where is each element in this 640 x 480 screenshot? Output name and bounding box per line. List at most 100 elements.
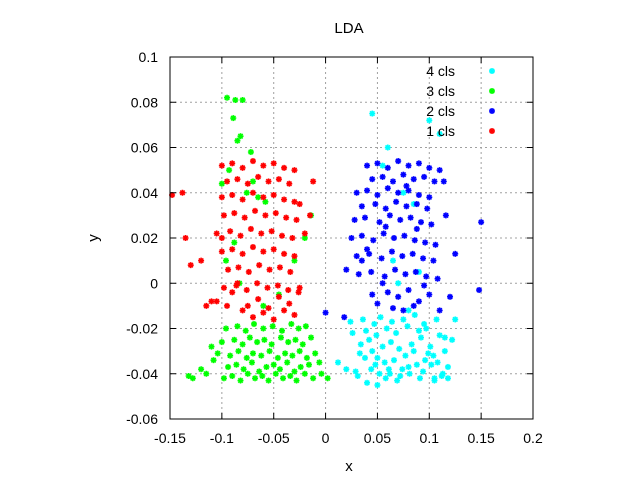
data-point [384, 289, 391, 296]
data-point [203, 302, 210, 309]
data-point [395, 280, 402, 287]
data-point [185, 373, 192, 380]
data-point [364, 162, 371, 169]
data-point [447, 293, 454, 300]
data-point [265, 305, 272, 312]
legend-marker [489, 68, 495, 74]
data-point [363, 327, 370, 334]
data-point [262, 212, 269, 219]
x-tick-label: -0.05 [258, 430, 290, 446]
legend-marker [489, 88, 495, 94]
data-point [252, 207, 259, 214]
data-point [444, 375, 451, 382]
data-point [260, 248, 267, 255]
data-point [434, 275, 441, 282]
data-point [358, 203, 365, 210]
data-point [229, 192, 236, 199]
data-point [423, 273, 430, 280]
legend-label: 2 cls [426, 103, 455, 119]
data-point [260, 194, 267, 201]
data-point [268, 341, 275, 348]
data-point [281, 164, 288, 171]
data-point [295, 325, 302, 332]
data-point [260, 309, 267, 316]
data-point [275, 293, 282, 300]
data-point [244, 180, 251, 187]
data-point [412, 268, 419, 275]
data-point [379, 280, 386, 287]
data-point [386, 370, 393, 377]
data-point [415, 298, 422, 305]
data-point [203, 370, 210, 377]
data-point [436, 332, 443, 339]
data-point [302, 323, 309, 330]
data-point [213, 230, 220, 237]
data-point [413, 201, 420, 208]
data-point [291, 257, 298, 264]
data-point [231, 239, 238, 246]
data-point [249, 178, 256, 185]
x-tick-label: 0.15 [468, 430, 495, 446]
data-point [436, 307, 443, 314]
data-point [231, 210, 238, 217]
data-point [291, 167, 298, 174]
x-tick-label: 0.1 [420, 430, 440, 446]
data-point [373, 332, 380, 339]
data-point [261, 336, 268, 343]
data-point [384, 144, 391, 151]
data-point [258, 230, 265, 237]
data-point [341, 314, 348, 321]
data-point [274, 282, 281, 289]
y-tick-label: 0.04 [131, 185, 158, 201]
data-point [382, 375, 389, 382]
data-point [400, 171, 407, 178]
data-point [389, 178, 396, 185]
data-point [239, 96, 246, 103]
data-point [361, 214, 368, 221]
data-point [260, 325, 267, 332]
data-point [249, 189, 256, 196]
data-point [274, 354, 281, 361]
data-point [281, 307, 288, 314]
data-point [282, 350, 289, 357]
data-point [433, 316, 440, 323]
data-point [295, 289, 302, 296]
data-point [268, 228, 275, 235]
data-point [229, 246, 236, 253]
data-point [244, 302, 251, 309]
data-point [244, 370, 251, 377]
data-point [426, 194, 433, 201]
data-point [404, 323, 411, 330]
data-point [476, 287, 483, 294]
data-point [392, 266, 399, 273]
data-point [377, 314, 384, 321]
data-point [427, 343, 434, 350]
data-point [395, 158, 402, 165]
data-point [374, 354, 381, 361]
data-point [266, 348, 273, 355]
data-point [381, 359, 388, 366]
data-point [366, 336, 373, 343]
data-point [247, 149, 254, 156]
data-point [405, 187, 412, 194]
data-point [225, 363, 232, 370]
data-point [417, 219, 424, 226]
series-2-cls [322, 158, 485, 321]
data-point [408, 341, 415, 348]
data-point [421, 282, 428, 289]
data-point [343, 366, 350, 373]
data-points [169, 94, 485, 389]
data-point [422, 239, 429, 246]
data-point [198, 366, 205, 373]
data-point [409, 250, 416, 257]
data-point [293, 216, 300, 223]
data-point [218, 248, 225, 255]
data-point [258, 352, 265, 359]
data-point [368, 366, 375, 373]
data-point [400, 307, 407, 314]
data-point [286, 180, 293, 187]
data-point [270, 192, 277, 199]
data-point [416, 375, 423, 382]
data-point [402, 352, 409, 359]
data-point [289, 235, 296, 241]
